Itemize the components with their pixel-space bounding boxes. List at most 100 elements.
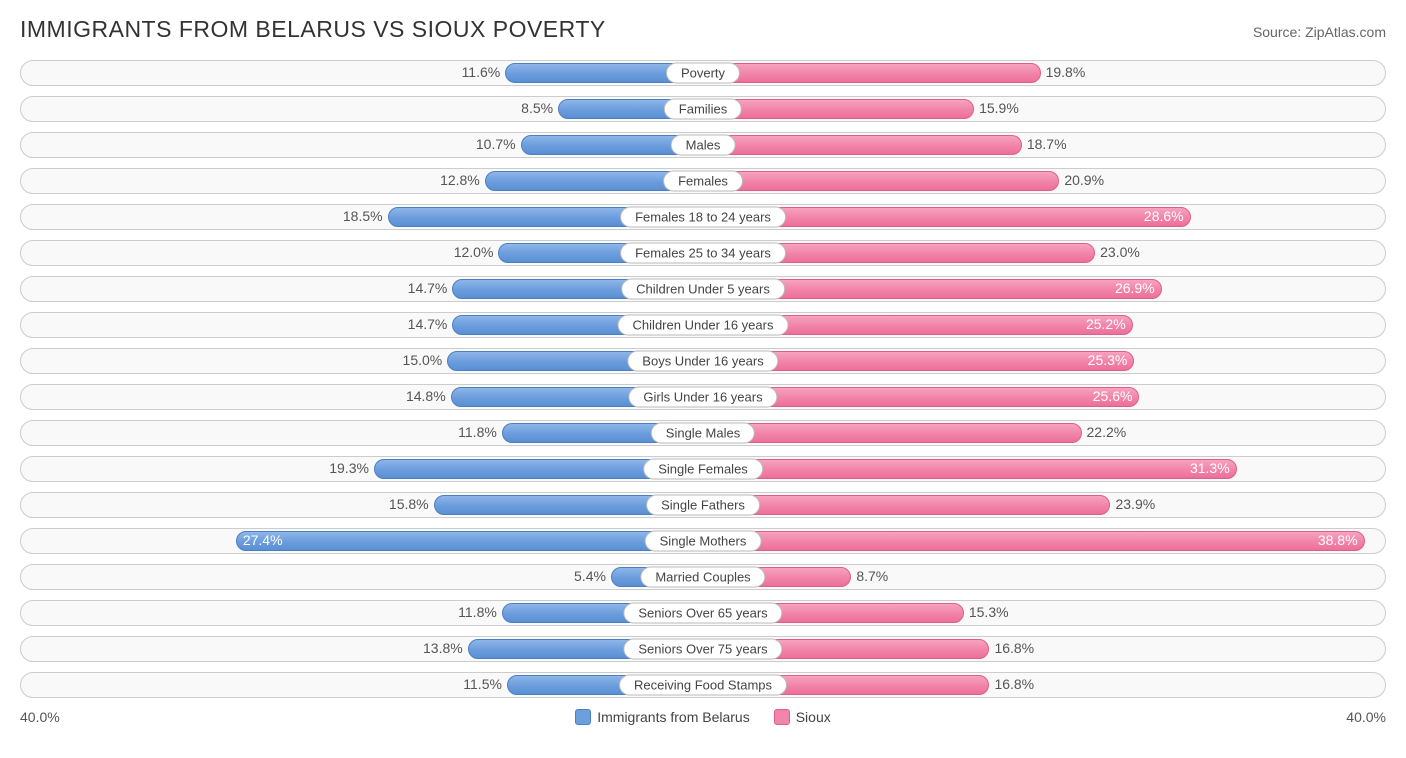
chart-row: 12.8%20.9%Females [20, 165, 1386, 197]
axis-max-left: 40.0% [20, 709, 60, 725]
chart-row: 10.7%18.7%Males [20, 129, 1386, 161]
left-value-label: 18.5% [343, 208, 383, 224]
left-half: 11.5% [21, 673, 703, 697]
left-value-label: 5.4% [574, 568, 606, 584]
chart-source: Source: ZipAtlas.com [1253, 24, 1386, 40]
row-track: 14.7%26.9%Children Under 5 years [20, 276, 1386, 302]
legend: Immigrants from Belarus Sioux [575, 709, 831, 725]
right-bar: 18.7% [703, 135, 1022, 155]
row-track: 11.8%15.3%Seniors Over 65 years [20, 600, 1386, 626]
left-bar: 27.4% [236, 531, 703, 551]
left-half: 5.4% [21, 565, 703, 589]
left-value-label: 11.8% [458, 604, 497, 620]
row-track: 18.5%28.6%Females 18 to 24 years [20, 204, 1386, 230]
left-half: 12.8% [21, 169, 703, 193]
right-value-label: 8.7% [856, 568, 888, 584]
right-half: 15.9% [703, 97, 1385, 121]
right-value-label: 23.0% [1100, 244, 1140, 260]
left-value-label: 11.6% [462, 64, 501, 80]
row-track: 5.4%8.7%Married Couples [20, 564, 1386, 590]
right-half: 25.3% [703, 349, 1385, 373]
right-bar: 22.2% [703, 423, 1082, 443]
left-value-label: 14.7% [408, 316, 448, 332]
row-track: 11.5% 16.8% Receiving Food Stamps [20, 672, 1386, 698]
right-half: 18.7% [703, 133, 1385, 157]
right-half: 16.8% [703, 637, 1385, 661]
legend-label-right: Sioux [796, 709, 831, 725]
category-label: Girls Under 16 years [628, 387, 777, 408]
right-half: 16.8% [703, 673, 1385, 697]
row-track: 14.8%25.6%Girls Under 16 years [20, 384, 1386, 410]
chart-row: 15.8% 23.9% Single Fathers [20, 489, 1386, 521]
legend-item-left: Immigrants from Belarus [575, 709, 749, 725]
left-half: 19.3% [21, 457, 703, 481]
right-value-label: 25.3% [1088, 352, 1128, 368]
left-value-label: 11.5% [463, 676, 502, 692]
chart-row: 15.0% 25.3% Boys Under 16 years [20, 345, 1386, 377]
category-label: Males [671, 135, 736, 156]
category-label: Poverty [666, 63, 740, 84]
left-half: 11.8% [21, 421, 703, 445]
legend-item-right: Sioux [774, 709, 831, 725]
right-half: 15.3% [703, 601, 1385, 625]
right-value-label: 38.8% [1318, 532, 1358, 548]
right-half: 23.0% [703, 241, 1385, 265]
category-label: Females 18 to 24 years [620, 207, 786, 228]
right-value-label: 18.7% [1027, 136, 1067, 152]
swatch-blue-icon [575, 709, 591, 725]
row-track: 27.4% 38.8% Single Mothers [20, 528, 1386, 554]
category-label: Receiving Food Stamps [619, 675, 787, 696]
chart-row: 14.8%25.6%Girls Under 16 years [20, 381, 1386, 413]
left-half: 13.8% [21, 637, 703, 661]
left-half: 12.0% [21, 241, 703, 265]
category-label: Families [664, 99, 742, 120]
left-half: 8.5% [21, 97, 703, 121]
left-value-label: 14.8% [406, 388, 446, 404]
right-half: 38.8% [703, 529, 1385, 553]
chart-row: 11.5% 16.8% Receiving Food Stamps [20, 669, 1386, 701]
axis-max-right: 40.0% [1346, 709, 1386, 725]
right-half: 22.2% [703, 421, 1385, 445]
right-value-label: 16.8% [994, 640, 1034, 656]
right-half: 25.2% [703, 313, 1385, 337]
category-label: Single Males [651, 423, 755, 444]
right-value-label: 15.3% [969, 604, 1009, 620]
row-track: 19.3%31.3%Single Females [20, 456, 1386, 482]
row-track: 14.7%25.2%Children Under 16 years [20, 312, 1386, 338]
category-label: Seniors Over 75 years [623, 639, 782, 660]
category-label: Females 25 to 34 years [620, 243, 786, 264]
left-value-label: 10.7% [476, 136, 516, 152]
row-track: 8.5% 15.9% Families [20, 96, 1386, 122]
category-label: Single Females [643, 459, 763, 480]
left-half: 14.7% [21, 313, 703, 337]
right-bar: 38.8% [703, 531, 1365, 551]
left-value-label: 12.0% [454, 244, 494, 260]
right-value-label: 16.8% [994, 676, 1034, 692]
right-half: 8.7% [703, 565, 1385, 589]
right-value-label: 23.9% [1115, 496, 1155, 512]
left-half: 18.5% [21, 205, 703, 229]
chart-area: 11.6% 19.8% Poverty 8.5% 15.9% Families 10.7% 1… [20, 57, 1386, 701]
left-half: 10.7% [21, 133, 703, 157]
right-half: 19.8% [703, 61, 1385, 85]
chart-row: 18.5%28.6%Females 18 to 24 years [20, 201, 1386, 233]
chart-row: 8.5% 15.9% Families [20, 93, 1386, 125]
right-value-label: 19.8% [1046, 64, 1086, 80]
left-value-label: 14.7% [408, 280, 448, 296]
category-label: Single Fathers [646, 495, 760, 516]
right-half: 23.9% [703, 493, 1385, 517]
left-value-label: 15.0% [403, 352, 443, 368]
right-value-label: 26.9% [1115, 280, 1155, 296]
swatch-pink-icon [774, 709, 790, 725]
legend-label-left: Immigrants from Belarus [597, 709, 749, 725]
right-half: 31.3% [703, 457, 1385, 481]
right-value-label: 15.9% [979, 100, 1019, 116]
category-label: Single Mothers [645, 531, 762, 552]
chart-header: IMMIGRANTS FROM BELARUS VS SIOUX POVERTY… [20, 16, 1386, 43]
category-label: Females [663, 171, 743, 192]
category-label: Boys Under 16 years [627, 351, 778, 372]
chart-title: IMMIGRANTS FROM BELARUS VS SIOUX POVERTY [20, 16, 606, 43]
row-track: 15.0% 25.3% Boys Under 16 years [20, 348, 1386, 374]
left-value-label: 15.8% [389, 496, 429, 512]
right-value-label: 22.2% [1087, 424, 1127, 440]
